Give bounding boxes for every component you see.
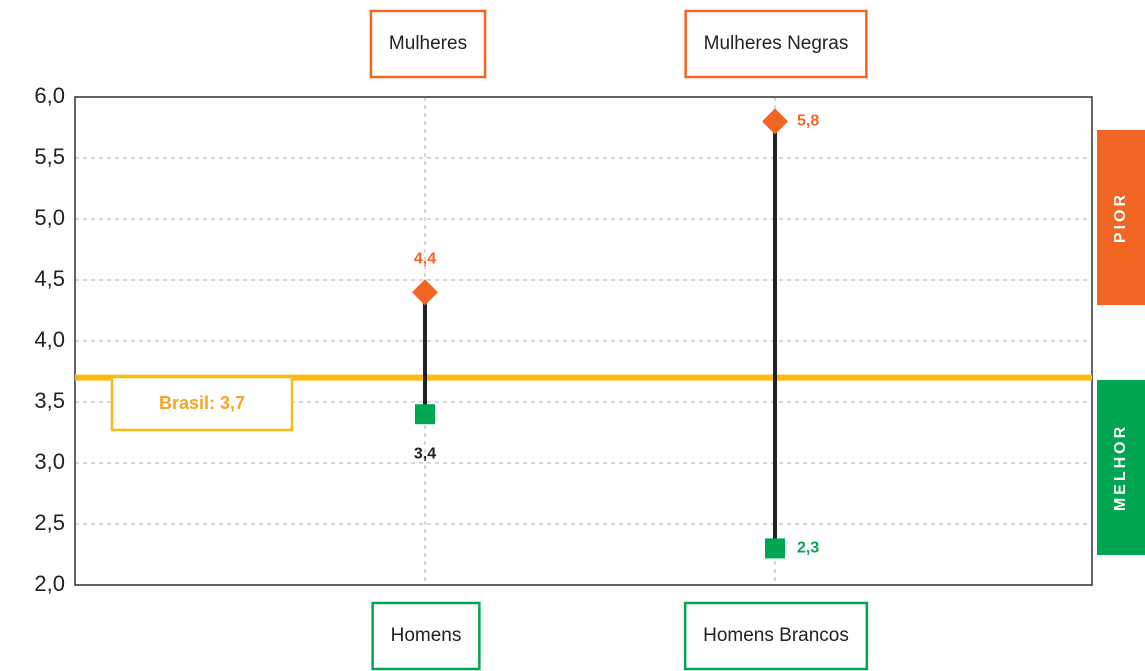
value-label: 2,3 xyxy=(797,540,819,557)
plot-frame xyxy=(74,96,1093,586)
y-tick-label: 6,0 xyxy=(34,83,65,108)
side-band-label: PIOR xyxy=(1112,192,1129,243)
y-tick-label: 4,5 xyxy=(34,266,65,291)
side-band-label: MELHOR xyxy=(1112,424,1129,511)
category-box xyxy=(371,601,481,671)
category-box xyxy=(684,9,868,79)
category-box xyxy=(369,9,487,79)
marker-diamond xyxy=(412,279,438,306)
side-band xyxy=(1097,380,1145,555)
marker-square xyxy=(765,538,785,559)
y-tick-label: 3,5 xyxy=(34,388,65,413)
category-label: Homens xyxy=(391,625,462,646)
category-box xyxy=(683,601,869,671)
y-tick-label: 4,0 xyxy=(34,327,65,352)
marker-diamond xyxy=(762,108,788,135)
y-tick-label: 2,5 xyxy=(34,510,65,535)
y-tick-label: 5,0 xyxy=(34,205,65,230)
value-label: 3,4 xyxy=(414,445,436,462)
side-band xyxy=(1097,130,1145,305)
y-tick-label: 2,0 xyxy=(34,571,65,596)
value-label: 4,4 xyxy=(414,250,436,267)
y-tick-label: 3,0 xyxy=(34,449,65,474)
value-label: 5,8 xyxy=(797,113,819,130)
category-label: Mulheres xyxy=(389,33,467,54)
category-label: Mulheres Negras xyxy=(704,33,849,54)
y-tick-label: 5,5 xyxy=(34,144,65,169)
reference-label: Brasil: 3,7 xyxy=(159,393,245,413)
marker-square xyxy=(415,404,435,425)
reference-box xyxy=(110,375,294,432)
category-label: Homens Brancos xyxy=(703,625,849,646)
